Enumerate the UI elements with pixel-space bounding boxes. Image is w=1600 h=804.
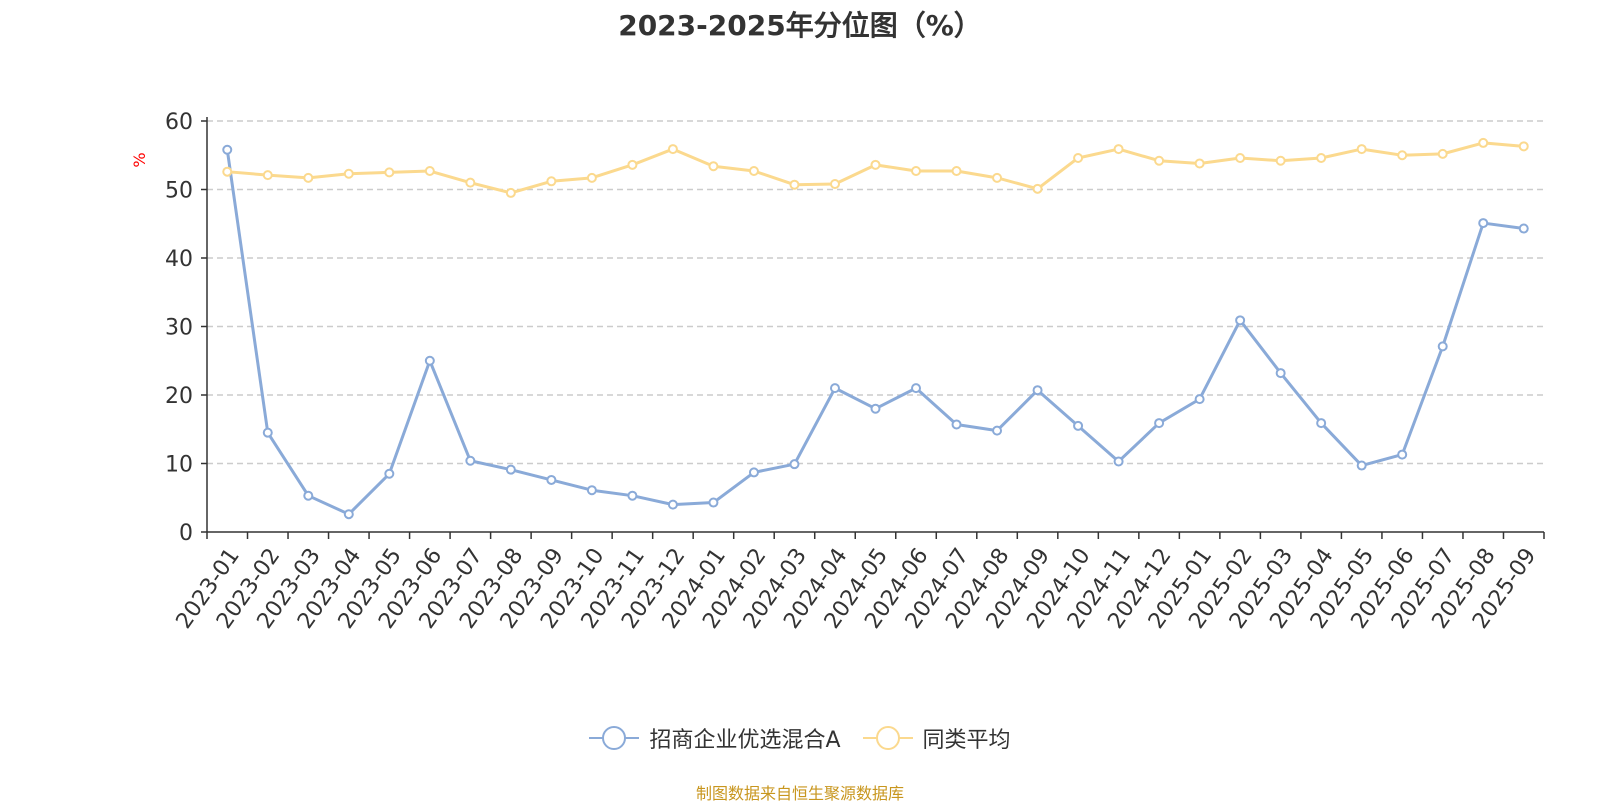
data-point-1 [992, 172, 1003, 183]
axes: 01020304050602023-012023-022023-032023-0… [165, 110, 1545, 634]
data-point-1 [748, 166, 759, 177]
data-point-1 [1113, 144, 1124, 155]
data-point-1 [1154, 155, 1165, 166]
y-tick-label: 60 [165, 110, 193, 135]
series [222, 137, 1529, 520]
data-point-0 [1518, 223, 1529, 234]
data-point-1 [303, 172, 314, 183]
data-point-0 [546, 474, 557, 485]
data-point-0 [789, 459, 800, 470]
data-point-1 [222, 166, 233, 177]
data-point-0 [505, 464, 516, 475]
data-point-0 [829, 383, 840, 394]
data-point-0 [586, 485, 597, 496]
legend-fund-icon [589, 726, 640, 750]
data-point-1 [505, 187, 516, 198]
legend-average-label: 同类平均 [922, 728, 1011, 753]
data-point-0 [1032, 385, 1043, 396]
grid-lines [207, 120, 1544, 465]
data-point-0 [424, 355, 435, 366]
data-point-1 [343, 168, 354, 179]
y-tick-label: 10 [165, 453, 193, 478]
data-point-0 [1275, 368, 1286, 379]
y-axis-label: % [130, 152, 149, 167]
legend: 招商企业优选混合A 同类平均 [0, 722, 1600, 754]
data-point-1 [546, 176, 557, 187]
data-point-0 [667, 499, 678, 510]
data-point-0 [1235, 315, 1246, 326]
data-point-1 [911, 166, 922, 177]
legend-fund-label: 招商企业优选混合A [649, 728, 841, 753]
data-point-1 [708, 161, 719, 172]
y-tick-label: 0 [179, 521, 193, 546]
data-point-0 [627, 490, 638, 501]
legend-average-icon [862, 726, 913, 750]
y-tick-label: 20 [165, 384, 193, 409]
data-point-1 [262, 170, 273, 181]
data-point-0 [1356, 460, 1367, 471]
data-point-1 [586, 172, 597, 183]
data-point-1 [789, 179, 800, 190]
data-point-1 [1437, 148, 1448, 159]
data-point-0 [708, 497, 719, 508]
data-point-1 [870, 159, 881, 170]
data-point-1 [465, 177, 476, 188]
data-point-0 [222, 144, 233, 155]
data-point-0 [1397, 449, 1408, 460]
data-point-1 [1356, 144, 1367, 155]
data-point-0 [262, 427, 273, 438]
y-tick-label: 30 [165, 316, 193, 341]
y-tick-label: 40 [165, 247, 193, 272]
data-point-0 [870, 403, 881, 414]
data-point-1 [1194, 158, 1205, 169]
data-point-1 [627, 159, 638, 170]
data-point-0 [1478, 218, 1489, 229]
data-point-0 [992, 425, 1003, 436]
data-point-1 [424, 166, 435, 177]
data-point-0 [1073, 420, 1084, 431]
data-point-0 [1316, 418, 1327, 429]
data-point-1 [951, 166, 962, 177]
data-point-1 [667, 144, 678, 155]
data-point-0 [1113, 456, 1124, 467]
data-point-0 [343, 509, 354, 520]
series-line-0 [225, 149, 1524, 516]
data-point-0 [1194, 394, 1205, 405]
data-point-1 [829, 179, 840, 190]
data-point-0 [1437, 341, 1448, 352]
data-point-1 [1235, 152, 1246, 163]
y-tick-label: 50 [165, 179, 193, 204]
data-point-1 [1518, 141, 1529, 152]
data-point-0 [951, 419, 962, 430]
chart-title: 2023-2025年分位图（%） [618, 9, 982, 42]
data-point-0 [303, 490, 314, 501]
data-point-1 [1032, 183, 1043, 194]
data-point-1 [1478, 137, 1489, 148]
data-point-1 [1316, 152, 1327, 163]
data-source-note: 制图数据来自恒生聚源数据库 [695, 784, 904, 803]
data-point-0 [465, 455, 476, 466]
data-point-0 [911, 383, 922, 394]
data-point-1 [1275, 155, 1286, 166]
data-point-1 [1397, 150, 1408, 161]
data-point-0 [748, 467, 759, 478]
data-point-0 [384, 468, 395, 479]
data-point-1 [1073, 152, 1084, 163]
legend-item-fund[interactable]: 招商企业优选混合A [589, 722, 841, 754]
data-point-0 [1154, 418, 1165, 429]
legend-item-average[interactable]: 同类平均 [862, 722, 1011, 754]
data-point-1 [384, 167, 395, 178]
